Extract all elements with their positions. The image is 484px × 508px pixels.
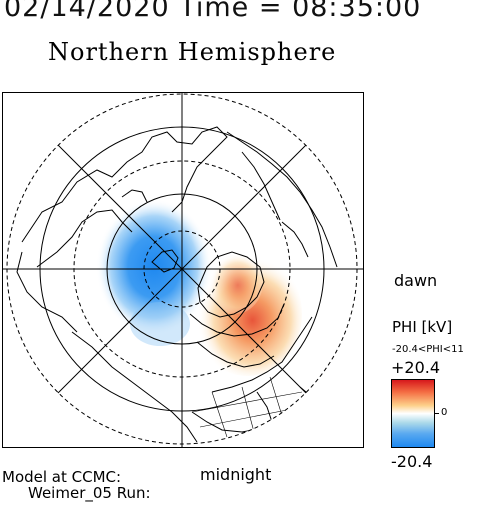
map-title: Northern Hemisphere (48, 38, 337, 66)
date-time-header: 02/14/2020 Time = 08:35:00 (4, 0, 422, 23)
polar-map (2, 92, 364, 448)
dawn-label: dawn (394, 271, 438, 290)
state-borders (191, 376, 303, 438)
model-label: Model at CCMC: (2, 468, 122, 486)
colorbar-range: -20.4<PHI<11 (392, 344, 464, 355)
colorbar-max-label: +20.4 (391, 358, 441, 377)
colorbar-min-label: -20.4 (391, 452, 433, 471)
colorbar-zero-label: 0 (441, 407, 448, 418)
run-label: Weimer_05 Run: (28, 484, 151, 502)
colorbar (391, 379, 435, 448)
colorbar-title: PHI [kV] (392, 318, 453, 336)
potential-negative-cell (96, 199, 212, 335)
midnight-label: midnight (200, 465, 272, 484)
meridian-lines (2, 92, 364, 448)
colorbar-zero-tick (435, 413, 439, 414)
